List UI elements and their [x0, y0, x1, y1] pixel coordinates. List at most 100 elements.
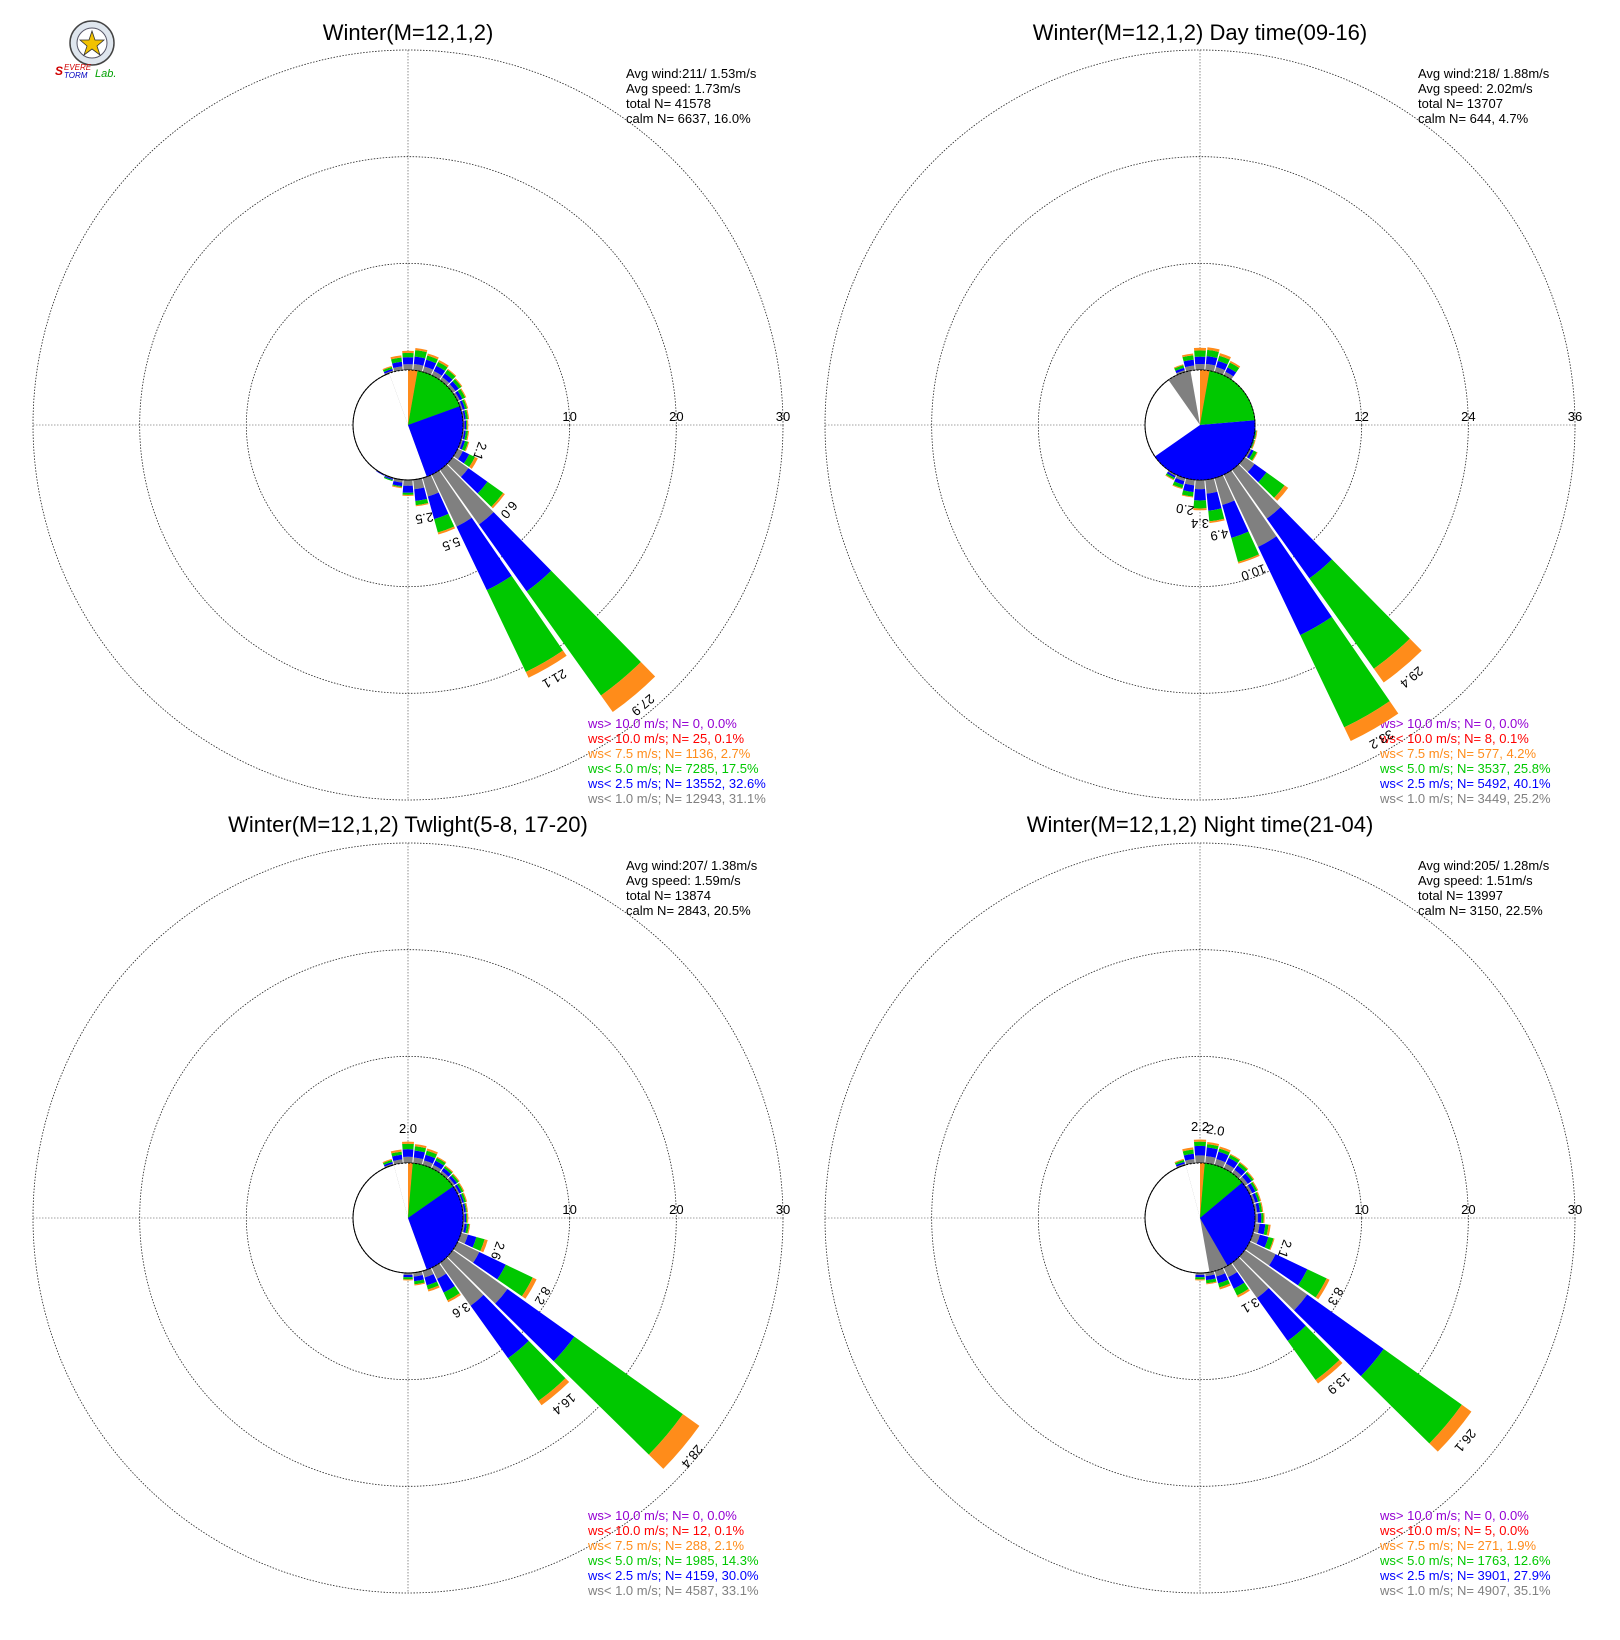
- petal-segment: [422, 366, 434, 375]
- petal-segment: [467, 1223, 471, 1234]
- petal-segment: [436, 1156, 447, 1164]
- petal-segment: [1174, 1159, 1185, 1166]
- petal-segment: [376, 470, 385, 476]
- petal-segment: [413, 356, 426, 366]
- petal-segment: [402, 1141, 414, 1145]
- legend-entry: ws< 2.5 m/s; N= 5492, 40.1%: [1379, 776, 1551, 791]
- petal-segment: [1315, 1359, 1343, 1384]
- petal-segment: [1207, 1142, 1220, 1147]
- stat-line: calm N= 644, 4.7%: [1418, 111, 1529, 126]
- chart-title: Winter(M=12,1,2) Day time(09-16): [1033, 20, 1367, 45]
- petal-segment: [1247, 1183, 1256, 1194]
- petal-segment: [1274, 485, 1289, 501]
- petal-segment: [480, 1239, 488, 1253]
- logo-text-storm: TORM: [64, 71, 88, 80]
- range-ring: [32, 49, 784, 801]
- calm-pie-slice: [1200, 370, 1255, 425]
- petal-segment: [1254, 1213, 1258, 1223]
- petal-label: 3.4: [1191, 516, 1209, 531]
- petal-segment: [1228, 1154, 1240, 1164]
- petal-segment: [1239, 1249, 1308, 1311]
- petal-segment: [382, 1159, 393, 1166]
- ring-label: 30: [776, 1202, 790, 1217]
- legend-entry: ws< 2.5 m/s; N= 4159, 30.0%: [587, 1568, 759, 1583]
- petal-segment: [460, 388, 467, 398]
- windrose-panel-1: 10 20 30 Winter(M=12,1,2) Avg wind:211/ 1.53…: [32, 20, 790, 806]
- petal-segment: [1227, 362, 1240, 373]
- petal-segment: [437, 526, 456, 535]
- petal-segment: [452, 1173, 460, 1182]
- petal-segment: [458, 451, 470, 464]
- petal-segment: [1172, 484, 1183, 490]
- petal-segment: [461, 399, 468, 410]
- petal-segment: [1193, 1139, 1207, 1142]
- petal-segment: [1230, 1153, 1241, 1161]
- petal-segment: [1182, 355, 1194, 362]
- petal-segment: [1165, 474, 1175, 481]
- petal-label: 2.0: [1205, 1121, 1225, 1139]
- petal-segment: [1175, 367, 1185, 374]
- petal-segment: [382, 365, 392, 371]
- petal-segment: [1344, 701, 1399, 742]
- legend-entry: ws< 5.0 m/s; N= 1763, 12.6%: [1379, 1553, 1551, 1568]
- petal-segment: [434, 513, 455, 533]
- petal-segment: [553, 1336, 683, 1455]
- petal-segment: [1246, 449, 1254, 459]
- petal-segment: [1184, 478, 1195, 486]
- petal-segment: [1216, 1273, 1229, 1284]
- petal-segment: [1195, 1277, 1205, 1280]
- petal-segment: [413, 364, 424, 372]
- petal-segment: [1193, 508, 1207, 511]
- legend-entry: ws< 10.0 m/s; N= 12, 0.1%: [587, 1523, 745, 1538]
- calm-pie-outline: [1144, 1162, 1256, 1274]
- logo-text-evere: EVERE: [64, 63, 92, 72]
- petal-segment: [1429, 1404, 1472, 1452]
- petal-segment: [415, 498, 429, 506]
- petal-segment: [1174, 1158, 1184, 1164]
- petal-segment: [465, 1223, 470, 1234]
- petal-segment: [1205, 363, 1216, 372]
- petal-segment: [1225, 367, 1237, 377]
- petal-segment: [426, 355, 438, 364]
- petal-segment: [457, 389, 466, 400]
- petal-segment: [1256, 1234, 1269, 1248]
- petal-segment: [465, 1202, 469, 1213]
- petal-segment: [439, 1170, 449, 1179]
- ring-label: 30: [1568, 1202, 1582, 1217]
- calm-pie-slice: [408, 370, 418, 425]
- petal-segment: [1250, 1182, 1258, 1192]
- legend-entry: ws< 5.0 m/s; N= 1985, 14.3%: [587, 1553, 759, 1568]
- petal-segment: [1231, 464, 1281, 519]
- legend-entry: ws< 1.0 m/s; N= 4587, 33.1%: [587, 1583, 759, 1598]
- legend-entry: ws< 5.0 m/s; N= 7285, 17.5%: [587, 761, 759, 776]
- petal-segment: [1315, 1278, 1330, 1300]
- petal-segment: [462, 410, 466, 420]
- petal-segment: [1222, 500, 1249, 538]
- petal-segment: [435, 1157, 446, 1166]
- petal-segment: [1205, 1271, 1215, 1277]
- petal-segment: [1223, 1163, 1235, 1173]
- petal-segment: [461, 440, 469, 451]
- petal-segment: [1209, 518, 1225, 524]
- petal-segment: [495, 1288, 575, 1362]
- petal-segment: [451, 1174, 459, 1183]
- petal-label: 21.1: [540, 666, 569, 692]
- petal-label: 10.0: [1239, 561, 1268, 584]
- petal-segment: [1260, 1202, 1264, 1213]
- petal-segment: [433, 365, 446, 376]
- petal-segment: [452, 378, 462, 389]
- petal-label: 2.1: [1275, 1238, 1295, 1260]
- petal-segment: [1239, 1161, 1249, 1170]
- petal-segment: [1182, 1149, 1194, 1156]
- petal-segment: [402, 485, 414, 493]
- legend-entry: ws> 10.0 m/s; N= 0, 0.0%: [587, 1508, 737, 1523]
- petal-segment: [1229, 360, 1241, 368]
- petal-segment: [403, 1279, 413, 1281]
- stat-line: Avg wind:218/ 1.88m/s: [1418, 66, 1550, 81]
- windrose-panel-2: 12 24 36 Winter(M=12,1,2) Day time(09-16) Av…: [824, 20, 1582, 806]
- stat-line: Avg speed: 1.59m/s: [626, 873, 741, 888]
- petal-segment: [1261, 1213, 1264, 1223]
- petal-segment: [392, 485, 403, 489]
- petal-segment: [462, 430, 466, 440]
- petal-segment: [453, 392, 460, 402]
